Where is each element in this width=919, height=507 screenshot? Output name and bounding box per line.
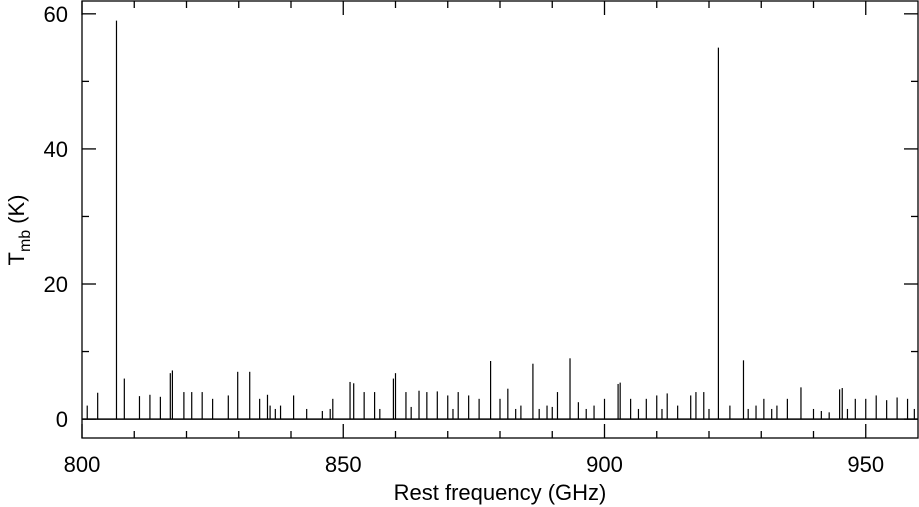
y-label-unit: (K) (4, 194, 29, 223)
x-axis-label: Rest frequency (GHz) (394, 480, 607, 505)
plot-frame (81, 0, 919, 439)
x-tick-label: 800 (64, 452, 101, 477)
y-tick-label: 0 (56, 407, 68, 432)
y-label-sub: mb (17, 230, 34, 252)
x-tick-label: 950 (847, 452, 884, 477)
y-tick-label: 60 (44, 2, 68, 27)
y-tick-label: 20 (44, 272, 68, 297)
y-tick-label: 40 (44, 137, 68, 162)
y-axis-label: Tmb (K) (4, 194, 34, 265)
x-tick-label: 850 (325, 452, 362, 477)
y-label-main: T (4, 252, 29, 265)
x-tick-label: 900 (586, 452, 623, 477)
